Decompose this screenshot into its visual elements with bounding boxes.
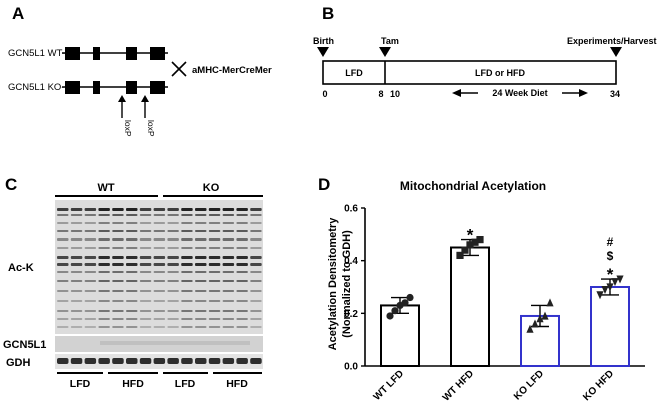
cre-label: aMHC-MerCreMer (192, 65, 272, 76)
diet-label-wt-hfd: HFD (122, 378, 144, 390)
data-point (386, 312, 394, 320)
bar (380, 304, 420, 367)
ack-blot (55, 200, 263, 334)
gcn5l1-label: GCN5L1 (3, 339, 46, 351)
data-point (606, 283, 614, 292)
significance-mark: # (607, 235, 614, 249)
wt-allele-diagram (62, 47, 168, 60)
diet-arrow-left (452, 89, 478, 97)
event-birth: Birth (313, 36, 334, 46)
data-point (596, 291, 604, 300)
loxp-arrow-2 (141, 95, 149, 118)
ko-group-label: KO (203, 182, 220, 194)
phase-lfd-or-hfd: LFD or HFD (475, 68, 525, 78)
y-tick-label: 0.0 (344, 362, 358, 373)
data-point (526, 324, 534, 333)
panel-d-label: D (318, 175, 330, 194)
data-point (616, 275, 624, 284)
data-point (466, 241, 474, 249)
x-tick-label: WT HFD (441, 368, 476, 403)
data-point (471, 238, 479, 246)
diet-label-ko-hfd: HFD (226, 378, 248, 390)
bar (590, 286, 630, 367)
birth-marker (317, 47, 329, 57)
data-point (536, 314, 544, 323)
event-tam: Tam (381, 36, 399, 46)
bar (450, 246, 490, 367)
y-tick-label: 0.4 (344, 256, 358, 267)
diet-arrow-right (562, 89, 588, 97)
x-tick-label: KO LFD (512, 368, 546, 402)
panel-a-label: A (12, 4, 24, 23)
data-point (456, 251, 464, 259)
y-axis-label-line-2: (Normalized to GDH) (341, 230, 353, 338)
diet-duration-label: 24 Week Diet (492, 88, 547, 98)
loxp-arrow-1 (118, 95, 126, 118)
gdh-label: GDH (6, 357, 31, 369)
diet-label-ko-lfd: LFD (175, 378, 196, 390)
y-tick-label: 0.6 (344, 204, 358, 215)
panel-c-label: C (5, 175, 17, 194)
diet-label-wt-lfd: LFD (70, 378, 91, 390)
cross-icon (171, 61, 187, 77)
data-point (461, 246, 469, 254)
harvest-marker (610, 47, 622, 57)
ack-label: Ac-K (8, 262, 34, 274)
gcn5l1-blot (55, 336, 263, 352)
panel-b-label: B (322, 4, 334, 23)
significance-mark: * (607, 265, 614, 284)
ko-allele-diagram (62, 81, 168, 94)
event-harvest: Experiments/Harvest (567, 36, 657, 46)
tam-marker (379, 47, 391, 57)
bar-chart: 0.0 0.2 0.4 0.6 WT LFD * WT HFD KO LFD * $# KO HFD (344, 204, 645, 404)
ko-allele-label: GCN5L1 KO- (8, 82, 65, 93)
tick-34: 34 (610, 89, 620, 99)
loxp-label-2: loxP (146, 120, 156, 137)
tick-8: 8 (378, 89, 383, 99)
data-point (476, 236, 484, 244)
x-tick-label: KO HFD (581, 368, 616, 403)
chart-title: Mitochondrial Acetylation (400, 179, 546, 193)
y-tick-label: 0.2 (344, 309, 358, 320)
phase-lfd: LFD (345, 68, 363, 78)
data-point (406, 293, 414, 302)
data-point (391, 307, 399, 315)
x-tick-label: WT LFD (372, 368, 406, 402)
data-point (546, 298, 554, 307)
tick-0: 0 (322, 89, 327, 99)
data-point (611, 278, 619, 287)
y-axis-label-line-1: Acetylation Densitometry (327, 217, 339, 351)
data-point (601, 286, 609, 295)
significance-mark: $ (607, 249, 614, 263)
gdh-blot (55, 354, 263, 369)
wt-allele-label: GCN5L1 WT- (8, 48, 65, 59)
significance-mark: * (467, 226, 474, 245)
data-point (541, 311, 549, 320)
data-point (531, 319, 539, 328)
tick-10: 10 (390, 89, 400, 99)
data-point (401, 299, 409, 307)
loxp-label-1: loxP (123, 120, 133, 137)
wt-group-label: WT (97, 182, 114, 194)
timeline-bar (322, 60, 617, 85)
